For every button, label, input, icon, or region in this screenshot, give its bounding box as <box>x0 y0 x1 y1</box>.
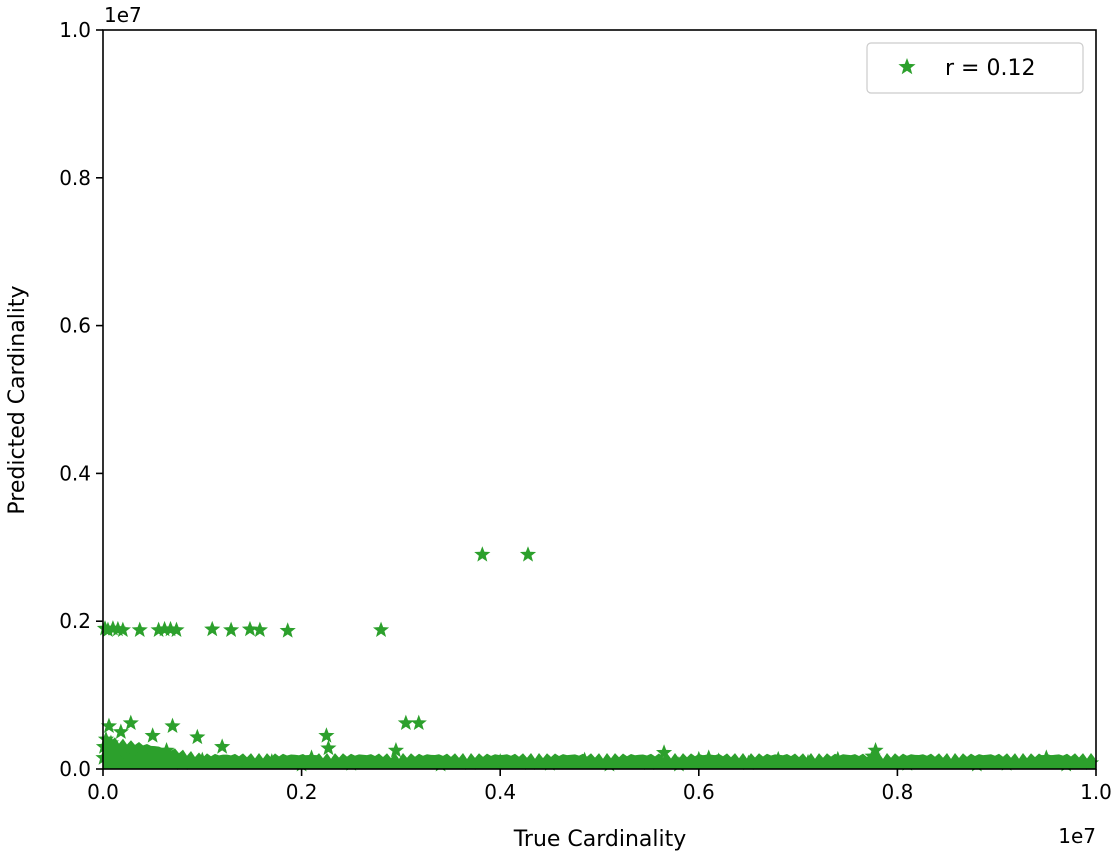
data-point <box>156 620 173 637</box>
data-point <box>106 745 123 762</box>
data-point <box>251 621 268 637</box>
data-point <box>799 753 817 770</box>
data-point <box>492 753 509 769</box>
data-point <box>432 756 449 772</box>
data-point <box>1058 756 1075 772</box>
data-point <box>576 751 593 768</box>
data-point <box>968 756 985 772</box>
x-tick-label: 0.2 <box>286 780 318 804</box>
data-point <box>397 714 414 731</box>
data-point <box>144 727 161 743</box>
data-point <box>410 714 427 731</box>
legend-box <box>866 42 1084 94</box>
data-point <box>293 756 310 772</box>
data-point <box>641 754 658 770</box>
data-point <box>112 723 129 739</box>
data-point <box>318 727 335 743</box>
data-point <box>320 739 337 756</box>
data-point <box>97 730 115 747</box>
x-axis-ticks: 0.0 0.2 0.4 0.6 0.8 1.0 <box>87 769 1112 804</box>
data-point <box>164 717 181 734</box>
data-point <box>740 754 757 770</box>
x-axis-label: True Cardinality <box>513 827 687 852</box>
y-tick-label: 0.4 <box>59 461 91 485</box>
y-tick-label: 0.8 <box>59 166 91 190</box>
data-point <box>158 742 175 758</box>
data-point <box>474 546 491 562</box>
data-point <box>95 738 113 754</box>
legend-label: r = 0.12 <box>945 56 1035 81</box>
data-point <box>223 621 240 637</box>
x-offset-label: 1e7 <box>1058 824 1096 848</box>
data-point <box>829 750 846 767</box>
plot-frame <box>102 29 1097 770</box>
x-tick-label: 0.0 <box>87 780 119 804</box>
data-point <box>174 754 191 770</box>
data-point <box>303 749 320 765</box>
data-point <box>114 621 131 637</box>
data-point <box>99 621 117 637</box>
data-point <box>387 753 405 770</box>
x-tick-label: 0.6 <box>683 780 715 804</box>
legend-star <box>898 58 916 75</box>
data-point <box>279 622 296 638</box>
data-point <box>770 750 787 767</box>
data-points <box>95 546 1100 772</box>
data-point <box>189 728 206 745</box>
data-point <box>690 750 707 767</box>
data-point <box>387 742 405 758</box>
legend-star-marker <box>898 58 916 75</box>
data-point <box>372 621 390 637</box>
data-point <box>899 755 916 771</box>
data-point <box>998 755 1015 771</box>
data-point <box>1082 754 1100 770</box>
y-tick-label: 0.6 <box>59 314 91 338</box>
data-point <box>168 621 185 637</box>
data-point <box>670 756 688 772</box>
data-point <box>938 753 956 770</box>
data-point <box>1038 749 1055 765</box>
data-point <box>343 755 360 771</box>
data-point <box>122 714 139 731</box>
data-point <box>655 744 673 760</box>
data-point <box>541 755 558 771</box>
data-point <box>710 752 727 768</box>
data-point <box>194 751 211 768</box>
y-axis-ticks: 0.0 0.2 0.4 0.6 0.8 1.0 <box>59 18 103 781</box>
data-point <box>102 734 120 751</box>
x-tick-label: 0.8 <box>881 780 913 804</box>
data-point <box>521 754 539 770</box>
legend: r = 0.12 <box>866 42 1084 94</box>
data-point <box>519 546 537 562</box>
data-point <box>263 753 280 769</box>
data-point <box>462 754 479 770</box>
data-point <box>139 753 156 769</box>
data-point <box>129 751 146 768</box>
data-point <box>100 717 118 734</box>
x-tick-label: 1.0 <box>1080 780 1112 804</box>
y-tick-label: 0.2 <box>59 609 91 633</box>
y-offset-label: 1e7 <box>104 3 142 27</box>
x-tick-label: 0.4 <box>484 780 516 804</box>
data-point <box>233 753 251 770</box>
data-point <box>241 620 259 637</box>
y-tick-label: 0.0 <box>59 757 91 781</box>
y-axis-label: Predicted Cardinality <box>5 285 30 514</box>
data-point <box>601 756 618 772</box>
data-point <box>214 738 231 754</box>
y-tick-label: 1.0 <box>59 18 91 42</box>
data-point <box>131 621 148 637</box>
data-point <box>119 749 136 765</box>
data-point <box>204 620 221 637</box>
data-point <box>867 742 884 758</box>
data-point <box>700 749 717 765</box>
data-point <box>150 621 167 637</box>
